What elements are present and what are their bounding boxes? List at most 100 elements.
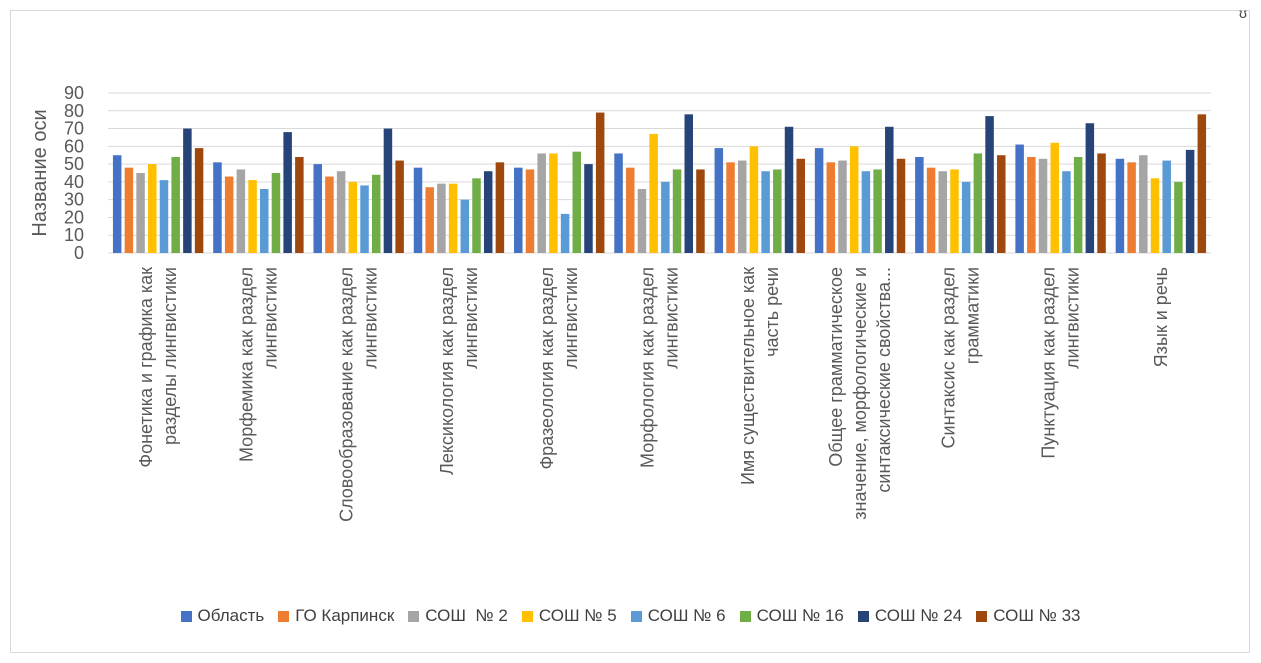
category-label: лингвистики	[361, 267, 381, 369]
bar	[1015, 144, 1024, 253]
bar	[1115, 158, 1125, 253]
category-label: разделы лингвистики	[160, 267, 180, 445]
bar	[614, 153, 623, 253]
bar	[313, 164, 322, 253]
bar	[224, 176, 234, 253]
category-label: лингвистики	[461, 267, 481, 369]
legend-item: СОШ № 6	[630, 606, 726, 626]
legend-label: СОШ № 5	[538, 606, 617, 625]
bar	[737, 160, 747, 253]
legend-item: ГО Карпинск	[278, 606, 394, 626]
bar	[295, 157, 304, 253]
bar	[849, 146, 859, 253]
y-tick-label: 10	[64, 225, 84, 245]
bar	[773, 169, 782, 253]
legend-label: СОШ № 33	[993, 606, 1081, 625]
bar	[784, 126, 794, 253]
bar	[684, 114, 693, 253]
bar	[826, 162, 836, 253]
legend-swatch	[630, 610, 642, 622]
legend-swatch	[180, 610, 192, 622]
bar	[483, 171, 493, 253]
legend-swatch	[739, 610, 751, 622]
bar	[1185, 149, 1195, 253]
legend-swatch	[278, 610, 290, 622]
bar	[926, 167, 936, 253]
y-tick-label: 60	[64, 136, 84, 156]
bar	[661, 181, 670, 253]
bar	[749, 146, 759, 253]
bar	[1162, 160, 1171, 253]
bar	[395, 160, 404, 253]
bar	[1150, 178, 1160, 253]
bar	[1139, 155, 1148, 253]
bar	[726, 162, 735, 253]
category-label: часть речи	[762, 267, 782, 357]
y-tick-label: 80	[64, 101, 84, 121]
y-tick-label: 0	[74, 243, 84, 263]
bar	[460, 199, 470, 253]
bar	[838, 160, 847, 253]
bar	[495, 162, 505, 253]
bar	[626, 167, 635, 253]
legend-label: Область	[197, 606, 265, 625]
legend: Область ГО Карпинск СОШ № 2 СОШ № 5 СОШ № 6 С…	[0, 606, 1261, 626]
bar	[514, 167, 523, 253]
category-label: Общее грамматическое	[826, 267, 846, 467]
bar	[413, 167, 423, 253]
category-label: лингвистики	[662, 267, 682, 369]
bar	[961, 181, 971, 253]
category-label: Словообразование как раздел	[337, 267, 357, 522]
bar	[537, 153, 546, 253]
legend-swatch	[976, 610, 988, 622]
legend-swatch	[408, 610, 420, 622]
bar	[336, 171, 346, 253]
bar	[283, 132, 292, 253]
y-tick-label: 50	[64, 154, 84, 174]
y-axis-title: Название оси	[29, 109, 51, 236]
bar	[973, 153, 983, 253]
bar	[112, 155, 122, 253]
bar	[896, 158, 906, 253]
bar	[950, 169, 959, 253]
bar	[1073, 157, 1083, 253]
category-label: Морфология как раздел	[638, 267, 658, 468]
bar	[148, 164, 157, 253]
category-label: Пунктуация как раздел	[1039, 267, 1059, 459]
chart-area: ʊ	[10, 5, 1250, 653]
y-tick-label: 40	[64, 172, 84, 192]
y-tick-label: 90	[64, 83, 84, 103]
bar	[236, 169, 246, 253]
legend-label: ГО Карпинск	[295, 606, 395, 625]
bar	[1174, 181, 1183, 253]
bar	[371, 174, 381, 253]
category-label: лингвистики	[561, 267, 581, 369]
corner-mark: ʊ	[1239, 5, 1247, 21]
bar	[595, 112, 605, 253]
bar	[525, 169, 535, 253]
bar	[1038, 158, 1048, 253]
category-label: Имя существительное как	[738, 267, 758, 485]
bar	[124, 167, 134, 253]
bar	[915, 157, 924, 253]
category-label: значение, морфологические и	[850, 267, 870, 520]
category-label: лингвистики	[1063, 267, 1083, 369]
bar	[325, 176, 334, 253]
bar	[873, 169, 882, 253]
category-label: Синтаксис как раздел	[938, 267, 958, 448]
bar	[1127, 162, 1136, 253]
bar	[672, 169, 682, 253]
bar	[271, 173, 281, 253]
bar	[1097, 153, 1106, 253]
bar	[1050, 142, 1059, 253]
bar	[985, 116, 994, 253]
category-label: Фонетика и графика как	[136, 267, 156, 468]
y-tick-label: 70	[64, 119, 84, 139]
category-label: Морфемика как раздел	[236, 267, 256, 462]
bar	[649, 133, 658, 253]
bar	[383, 128, 393, 253]
legend-item: СОШ № 24	[857, 606, 962, 626]
legend-swatch	[857, 610, 869, 622]
bar	[560, 213, 570, 253]
bar	[861, 171, 871, 253]
